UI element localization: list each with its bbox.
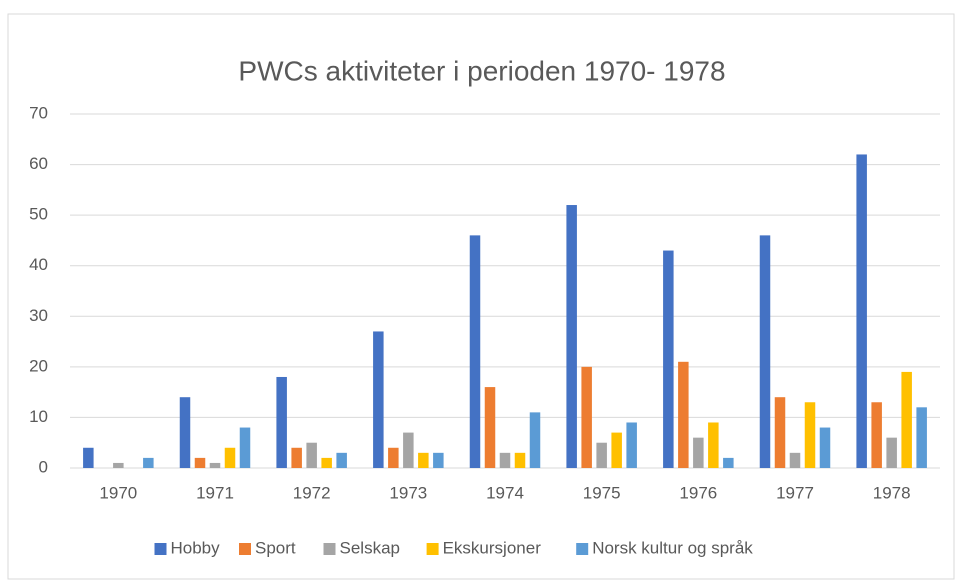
bar (856, 154, 867, 468)
bar (143, 457, 154, 468)
bar (774, 397, 786, 468)
bar (321, 457, 332, 468)
bar (388, 447, 399, 468)
x-tick-label: 1973 (389, 483, 427, 502)
bar (433, 452, 444, 468)
bar (224, 447, 236, 468)
bar (916, 407, 927, 468)
legend-swatch (576, 543, 589, 555)
bar (469, 235, 481, 468)
bar (209, 462, 221, 468)
x-tick-label: 1977 (776, 483, 814, 502)
bar (239, 427, 251, 468)
x-tick-label: 1978 (873, 483, 911, 502)
bar (276, 376, 287, 468)
bar (693, 437, 704, 468)
legend-label: Ekskursjoner (443, 538, 542, 557)
bar (804, 402, 816, 468)
y-tick-label: 40 (29, 255, 48, 274)
y-tick-label: 30 (29, 306, 48, 325)
bar (901, 371, 912, 468)
bar (499, 452, 511, 468)
x-tick-label: 1971 (196, 483, 234, 502)
y-tick-label: 70 (29, 103, 48, 122)
bar (626, 422, 637, 468)
bar (663, 250, 674, 468)
bar (611, 432, 622, 468)
bar (194, 457, 206, 468)
x-tick-label: 1976 (679, 483, 717, 502)
bar (708, 422, 719, 468)
bar (596, 442, 607, 468)
legend-swatch (154, 543, 167, 555)
x-tick-label: 1972 (293, 483, 331, 502)
bar (789, 452, 801, 468)
chart-frame (7, 13, 955, 580)
legend-swatch (323, 543, 336, 555)
legend-label: Norsk kultur og språk (592, 538, 753, 557)
x-tick-label: 1975 (583, 483, 621, 502)
y-tick-label: 0 (39, 457, 48, 476)
bar (678, 361, 689, 468)
bar (306, 442, 317, 468)
bar (819, 427, 831, 468)
bar (113, 462, 124, 468)
chart-title: PWCs aktiviteter i perioden 1970- 1978 (238, 55, 725, 86)
legend-label: Sport (255, 538, 296, 557)
bar (179, 397, 191, 468)
bar (514, 452, 526, 468)
bar (886, 437, 897, 468)
bar (83, 447, 94, 468)
x-tick-label: 1974 (486, 483, 524, 502)
bar (484, 387, 496, 468)
y-tick-label: 50 (29, 205, 48, 224)
bar (336, 452, 347, 468)
bar (373, 331, 384, 468)
legend-label: Hobby (171, 538, 221, 557)
x-tick-label: 1970 (99, 483, 137, 502)
legend-swatch (239, 543, 251, 555)
bar (529, 412, 541, 468)
y-tick-label: 10 (29, 407, 48, 426)
bar (566, 205, 577, 468)
bar (403, 432, 414, 468)
bar (418, 452, 429, 468)
bar (581, 366, 592, 468)
legend-swatch (426, 543, 439, 555)
y-tick-label: 20 (29, 356, 48, 375)
bar (291, 447, 302, 468)
bar (759, 235, 771, 468)
bar (723, 457, 734, 468)
bar (871, 402, 882, 468)
y-tick-label: 60 (29, 154, 48, 173)
legend-label: Selskap (340, 538, 400, 557)
